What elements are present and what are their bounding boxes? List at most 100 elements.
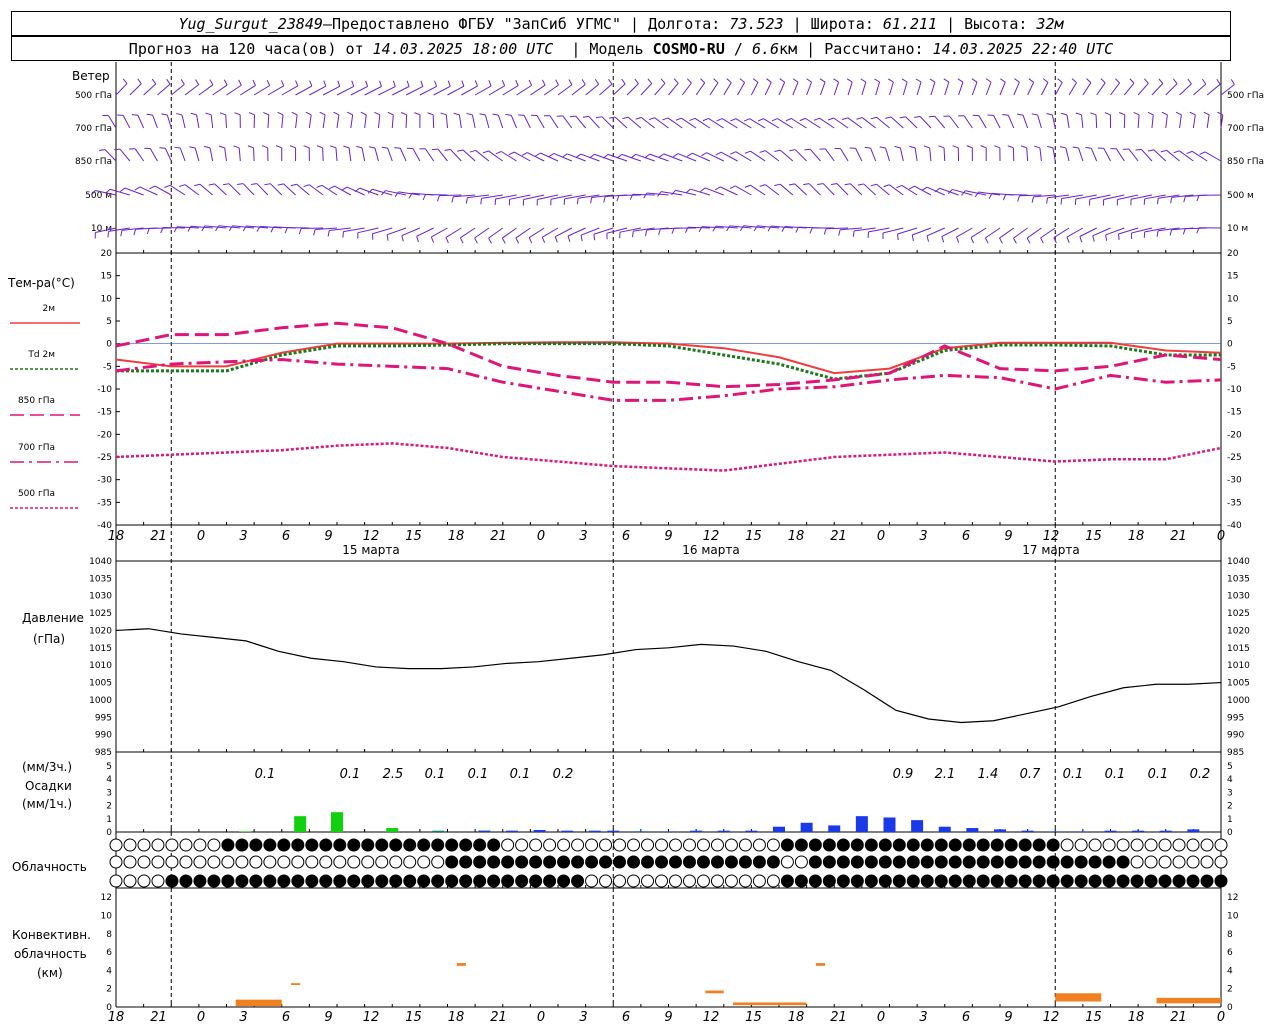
wind-barb-flag <box>974 191 979 198</box>
wind-barb-flag <box>342 231 344 238</box>
wind-barb-flag <box>275 145 282 149</box>
wind-barb-flag <box>897 233 899 241</box>
calc-label: Рассчитано: <box>824 39 924 58</box>
wind-barb-flag <box>1075 112 1082 116</box>
wind-barb-flag <box>716 118 723 122</box>
cloud-symbol <box>1102 855 1116 869</box>
cloud-symbol <box>724 874 738 888</box>
wind-barb-flag <box>1169 229 1173 236</box>
wind-barb-flag <box>582 115 589 118</box>
cloud-symbol <box>179 855 193 869</box>
wind-barb-flag <box>608 78 613 85</box>
convective-bar <box>705 990 724 994</box>
day-label: 15 марта <box>342 543 399 557</box>
hour-label: 21 <box>830 529 847 544</box>
wind-barb <box>179 147 186 162</box>
cloud-symbol <box>822 874 836 888</box>
wind-barb <box>176 226 199 229</box>
pressure-ytick-right: 1035 <box>1227 574 1250 584</box>
model-name: COSMO-RU <box>652 39 725 58</box>
wind-barb-flag <box>1230 79 1235 85</box>
wind-barb-flag <box>134 186 141 191</box>
wind-barb-flag <box>176 113 183 116</box>
hour-label: 9 <box>664 529 672 544</box>
wind-barb <box>564 194 586 200</box>
wind-barb-flag <box>999 237 1003 244</box>
cloud-symbol <box>473 874 487 888</box>
conv-title-1: Конвективн. <box>12 928 91 942</box>
wind-barb-flag <box>743 118 750 122</box>
wind-barb-flag <box>630 153 637 159</box>
wind-barb-flag <box>730 151 736 155</box>
wind-barb <box>1220 114 1224 129</box>
wind-barb <box>450 149 462 162</box>
wind-barb-flag <box>159 147 166 149</box>
cloud-symbol <box>682 874 696 888</box>
wind-barb-flag <box>222 183 230 186</box>
wind-barb <box>735 185 752 196</box>
hour-label: 18 <box>788 529 805 544</box>
wind-barb <box>840 227 862 231</box>
wind-barb <box>779 149 794 162</box>
cloud-symbol <box>794 874 808 888</box>
cloud-symbol <box>794 838 808 852</box>
wind-barb <box>281 114 284 129</box>
wind-barb-flag <box>266 79 271 86</box>
wind-barb-flag <box>1183 196 1186 203</box>
wind-barb <box>897 227 918 235</box>
cloud-symbol <box>151 855 165 869</box>
wind-barb <box>777 118 794 129</box>
wind-barb-flag <box>715 151 722 156</box>
temp-ytick-left: 20 <box>101 249 113 259</box>
temp-ytick-left: 5 <box>106 317 112 327</box>
pressure-ytick-right: 1015 <box>1227 644 1250 654</box>
wind-barb-flag <box>149 185 156 190</box>
wind-barb-flag <box>309 80 313 87</box>
wind-barb-flag <box>501 237 506 244</box>
cloud-symbol <box>599 838 613 852</box>
pressure-ytick-right: 995 <box>1227 713 1244 723</box>
wind-barb <box>95 227 117 234</box>
wind-barb <box>919 116 932 129</box>
wind-barb <box>439 194 462 197</box>
hour-label-bottom: 12 <box>1043 1010 1060 1024</box>
pressure-ytick-right: 1010 <box>1227 661 1250 671</box>
wind-barb <box>735 118 752 129</box>
cloud-symbol <box>193 855 207 869</box>
wind-barb <box>1089 194 1111 200</box>
wind-barb-flag <box>1000 78 1006 83</box>
wind-barb-flag <box>771 118 778 122</box>
wind-barb-flag <box>120 230 123 237</box>
wind-barb <box>152 114 158 129</box>
cloud-symbol <box>836 855 850 869</box>
wind-barb <box>523 115 531 129</box>
cloud-symbol <box>641 855 655 869</box>
wind-barb-flag <box>985 78 992 83</box>
wind-barb <box>870 147 877 162</box>
wind-barb-flag <box>146 113 153 116</box>
wind-barb <box>461 85 478 96</box>
wind-barb-flag <box>1085 146 1092 149</box>
wind-barb <box>1151 83 1164 96</box>
cloud-symbol <box>487 855 501 869</box>
pressure-ytick-left: 1015 <box>89 644 112 654</box>
wind-barb <box>1066 114 1070 129</box>
wind-barb <box>209 147 214 162</box>
wind-barb-flag <box>576 198 579 205</box>
wind-barb-flag <box>1182 228 1186 235</box>
wind-barb-flag <box>943 78 950 83</box>
precip-total: 1.4 <box>978 767 999 782</box>
wind-barb <box>1090 148 1098 162</box>
wind-barb-flag <box>672 153 679 158</box>
wind-barb-flag <box>941 236 945 243</box>
temp-ytick-right: -35 <box>1227 498 1242 508</box>
wind-barb-flag <box>629 194 634 200</box>
wind-barb <box>1118 227 1139 235</box>
wind-barb <box>458 114 462 129</box>
cloud-symbol <box>1032 855 1046 869</box>
cloud-symbol <box>1214 838 1228 852</box>
cloud-symbol <box>529 874 543 888</box>
wind-barb-flag <box>622 116 629 120</box>
cloud-symbol <box>668 838 682 852</box>
wind-barb <box>1103 194 1125 200</box>
